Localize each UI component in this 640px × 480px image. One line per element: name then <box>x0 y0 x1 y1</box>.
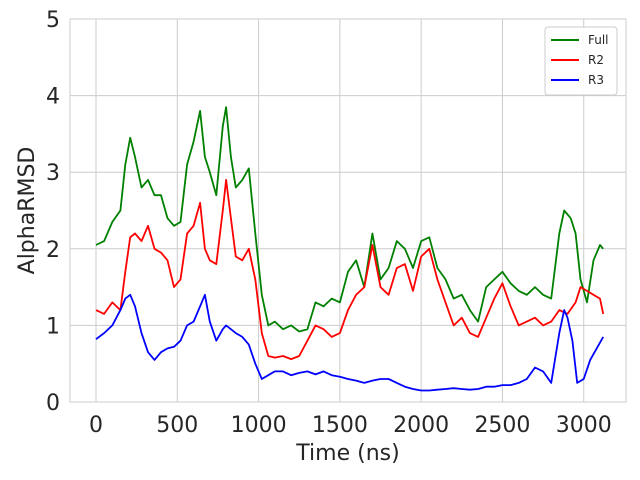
y-tick-label: 4 <box>46 85 60 110</box>
legend: Full R2 R3 <box>544 26 618 96</box>
y-tick-label: 1 <box>46 314 60 339</box>
plot-frame <box>69 18 627 403</box>
series-line-full <box>95 106 604 333</box>
grid <box>70 18 626 403</box>
legend-label: R2 <box>588 53 604 67</box>
x-axis-label: Time (ns) <box>295 441 399 466</box>
series-layer <box>95 106 605 392</box>
series-line-r2 <box>95 179 605 360</box>
x-tick-label: 2500 <box>474 413 530 438</box>
y-tick-label: 3 <box>46 161 60 186</box>
x-tick-label: 1000 <box>231 413 287 438</box>
x-tick-labels: 0 500 1000 1500 2000 2500 3000 <box>89 413 612 438</box>
x-tick-label: 1500 <box>312 413 368 438</box>
y-tick-label: 5 <box>46 8 60 33</box>
x-tick-label: 3000 <box>556 413 612 438</box>
y-tick-labels: 0 1 2 3 4 5 <box>46 8 60 416</box>
legend-box <box>544 26 618 96</box>
series-line-r3 <box>95 293 604 392</box>
x-tick-label: 2000 <box>393 413 449 438</box>
y-tick-label: 2 <box>46 238 60 263</box>
y-axis-label: AlphaRMSD <box>15 147 40 275</box>
x-tick-label: 0 <box>89 413 103 438</box>
legend-label: Full <box>588 33 609 47</box>
x-tick-label: 500 <box>156 413 198 438</box>
legend-label: R3 <box>588 73 604 87</box>
y-tick-label: 0 <box>46 391 60 416</box>
